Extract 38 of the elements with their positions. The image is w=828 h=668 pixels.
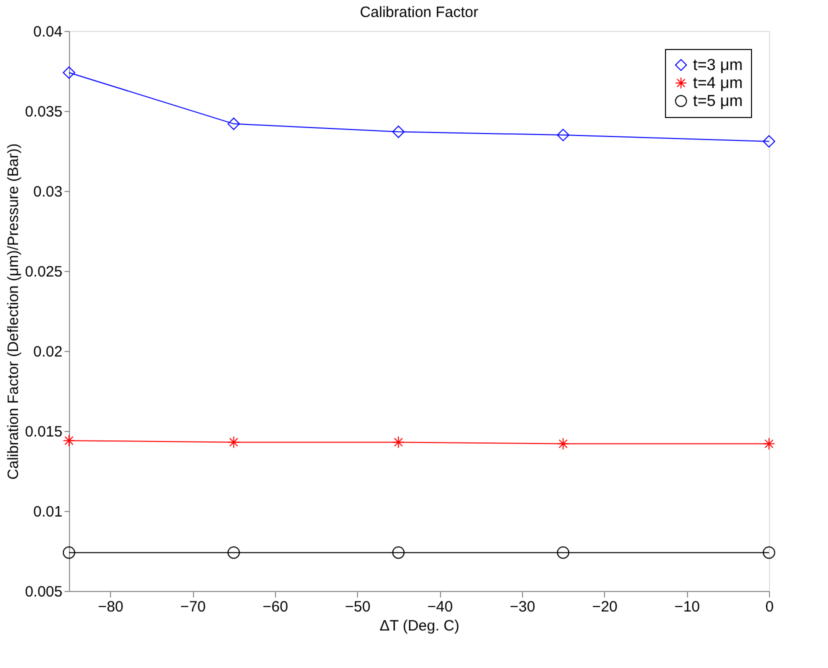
point xyxy=(762,135,776,148)
x-tick-label: −50 xyxy=(345,598,370,616)
x-tick-label: −40 xyxy=(427,598,453,616)
x-tick-label: −20 xyxy=(592,598,618,616)
point xyxy=(556,128,570,142)
y-tick-label: 0.035 xyxy=(24,104,62,120)
y-tick-label: 0.01 xyxy=(33,504,62,520)
point xyxy=(62,434,76,447)
y-tick-label: 0.015 xyxy=(24,424,62,440)
point xyxy=(228,546,240,559)
x-axis-title: ΔT (Deg. C) xyxy=(380,618,460,634)
point xyxy=(62,546,76,559)
chart-title: Calibration Factor xyxy=(360,4,478,21)
point xyxy=(392,126,405,138)
point xyxy=(392,546,405,559)
point xyxy=(762,438,776,450)
x-tick-label: −60 xyxy=(262,598,288,616)
point xyxy=(762,546,776,559)
y-tick-label: 0.025 xyxy=(24,264,62,280)
point xyxy=(556,546,570,559)
point xyxy=(556,438,570,450)
legend-label: t=4 μm xyxy=(693,75,743,92)
y-tick-label: 0.03 xyxy=(33,184,62,200)
x-tick-label: −30 xyxy=(510,598,536,616)
y-tick-label: 0.005 xyxy=(24,584,62,600)
point xyxy=(228,118,240,130)
y-tick-label: 0.04 xyxy=(33,24,62,40)
point xyxy=(62,66,76,79)
x-tick-label: −70 xyxy=(180,598,206,616)
x-tick-label: −80 xyxy=(98,598,124,616)
y-tick-label: 0.02 xyxy=(33,344,62,360)
x-tick-label: −10 xyxy=(674,598,700,616)
x-tick-label: 0 xyxy=(765,598,774,616)
y-axis-title: Calibration Factor (Deflection (μm)/Pressure (Bar)) xyxy=(4,143,22,480)
legend-label: t=3 μm xyxy=(693,57,743,74)
point xyxy=(228,436,240,448)
point xyxy=(392,436,405,448)
legend-label: t=5 μm xyxy=(693,93,743,110)
